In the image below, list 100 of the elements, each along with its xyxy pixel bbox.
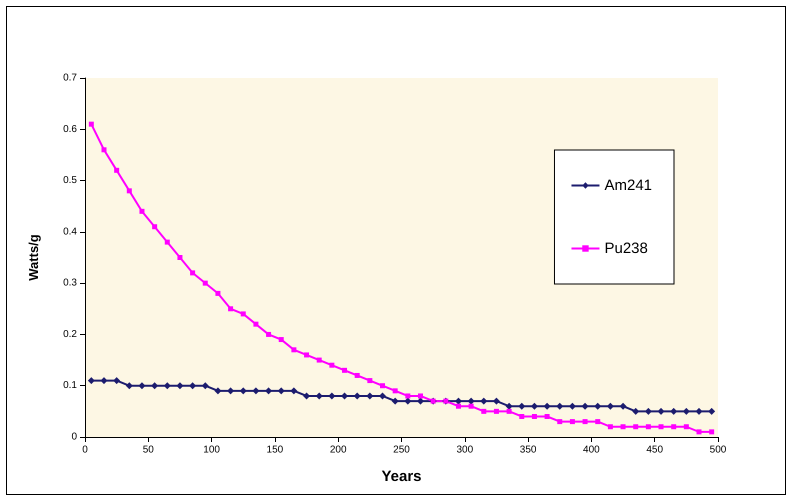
point [620,402,627,410]
point [658,408,665,415]
point [506,408,512,414]
point [696,408,703,415]
point [304,352,310,358]
point [468,398,475,405]
point [608,424,613,430]
point [708,408,716,415]
point [164,240,170,245]
y-tick-label: 0.4 [63,226,78,238]
point [404,398,412,405]
y-tick-label: 0.1 [63,380,78,392]
point [530,402,538,410]
legend-label: Pu238 [604,240,648,257]
point [646,424,651,430]
point [644,408,652,415]
point [480,398,488,405]
point [633,424,638,430]
point [151,382,158,390]
x-tick-label: 100 [203,444,220,456]
x-tick-label: 250 [393,444,410,456]
y-tick-label: 0.6 [63,124,78,135]
point [418,393,423,398]
point [682,408,690,415]
point [139,208,144,214]
point [606,402,614,410]
point [88,377,95,384]
point [632,408,640,415]
y-axis-title: Watts/g [26,234,41,281]
point [468,404,474,409]
point [202,382,209,390]
point [354,392,361,400]
y-tick-label: 0.2 [63,328,78,340]
point [684,424,689,430]
point [595,419,600,424]
point [113,377,120,384]
point [582,419,588,424]
point [367,378,372,384]
point [278,337,284,342]
point [316,392,323,400]
point [215,290,220,296]
x-tick-label: 150 [266,444,284,456]
x-axis-title: Years [381,468,422,485]
point [696,429,702,434]
point [342,368,348,373]
point [392,398,399,405]
point [88,122,94,127]
point [227,387,234,394]
point [265,387,272,394]
point [126,188,132,194]
y-tick-label: 0.5 [63,175,78,186]
point [278,387,285,394]
point [291,347,296,352]
point [557,419,562,424]
point [240,311,246,316]
point [114,168,120,173]
point [366,392,374,400]
point [252,387,260,394]
y-tick-label: 0.3 [63,278,78,289]
point [214,387,222,394]
point [492,398,500,405]
x-tick-label: 400 [583,444,600,456]
x-tick-label: 350 [520,444,537,456]
point [518,402,526,410]
point [670,408,678,415]
point [328,392,336,400]
point [582,402,589,410]
point [101,147,106,152]
x-tick-label: 50 [142,444,154,456]
point [329,362,334,368]
point [138,382,146,390]
x-tick-label: 200 [330,444,347,456]
point [164,382,171,390]
point [126,382,133,390]
point [253,322,258,327]
point [494,408,499,414]
point [240,387,247,394]
point [379,392,386,400]
point [152,224,158,230]
point [594,402,602,410]
x-tick-label: 500 [710,444,727,456]
point [266,332,272,337]
point [416,398,424,405]
point [506,402,513,410]
point [556,402,564,410]
point [568,402,576,410]
point [316,358,322,363]
point [658,424,664,430]
legend-label: Am241 [604,177,652,194]
point [620,424,626,430]
point [709,429,714,434]
x-tick-label: 0 [82,444,88,456]
point [176,382,184,390]
point [290,387,298,394]
point [392,388,398,394]
point [454,398,462,405]
point [532,414,537,419]
point [456,404,461,409]
point [189,382,196,390]
point [570,419,575,424]
